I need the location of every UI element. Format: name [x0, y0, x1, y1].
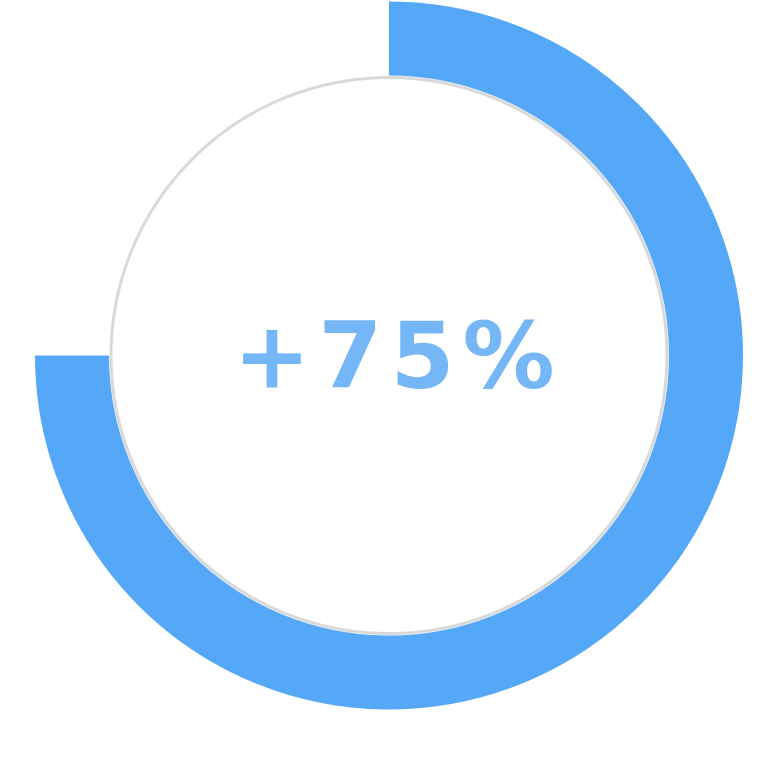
center-value-label: +75%	[233, 302, 562, 409]
inner-circle	[109, 76, 669, 635]
progress-arc	[35, 1, 743, 710]
